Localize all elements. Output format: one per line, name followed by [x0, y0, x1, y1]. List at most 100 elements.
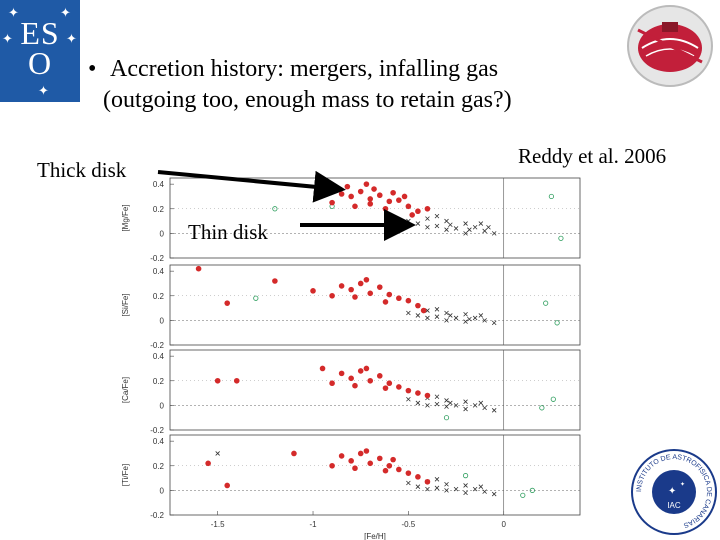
data-point-thin: [434, 401, 440, 407]
data-point-thick: [376, 192, 383, 199]
data-point-thin: [472, 486, 478, 492]
data-point-thick: [367, 290, 374, 297]
data-point-thin: [491, 231, 497, 236]
data-point-thin: [478, 400, 484, 406]
data-point-thick: [272, 278, 278, 284]
data-point-thick: [424, 478, 431, 485]
iac-logo: INSTITUTO DE ASTROFISICA DE CANARIAS IAC…: [631, 449, 717, 535]
data-point-thin: [453, 226, 459, 231]
data-point-thick: [386, 198, 393, 205]
data-point-thin: [444, 398, 449, 403]
data-point-thin: [444, 218, 449, 224]
data-point-thin: [453, 403, 459, 408]
data-point-thin: [472, 403, 478, 408]
data-point-thick: [367, 377, 374, 384]
data-point-thick: [405, 470, 412, 476]
data-point-thick: [405, 203, 412, 210]
data-point-thick: [390, 456, 396, 463]
data-point-other: [529, 487, 535, 493]
y-axis-label: [Mg/Fe]: [121, 204, 130, 231]
data-point-thin: [482, 318, 487, 323]
data-point-thin: [434, 314, 440, 319]
data-point-thick: [382, 385, 389, 391]
data-point-thin: [463, 221, 468, 226]
panel-frame: [169, 434, 581, 516]
data-point-thick: [396, 197, 402, 203]
eso-letters-top: ES: [20, 15, 60, 51]
data-point-thin: [215, 451, 220, 456]
data-point-thin: [434, 213, 440, 219]
data-point-thick: [338, 370, 345, 377]
data-point-thin: [444, 481, 449, 487]
data-point-thin: [448, 222, 453, 228]
x-tick-label: -0.5: [401, 520, 415, 529]
data-point-thick: [352, 294, 358, 300]
data-point-thin: [463, 311, 468, 317]
data-point-thick: [396, 384, 402, 390]
data-point-thick: [224, 300, 231, 306]
data-point-thin: [425, 403, 430, 408]
panel-frame: [169, 264, 581, 346]
eso-star-icon: ✦: [60, 5, 71, 20]
data-point-other: [548, 193, 554, 200]
data-point-thin: [415, 484, 421, 489]
iac-inner-text: IAC: [667, 501, 681, 510]
data-point-other: [520, 492, 526, 498]
data-point-thin: [434, 307, 440, 312]
y-tick-label: -0.2: [150, 254, 164, 263]
bullet-text: • Accretion history: mergers, infalling g…: [88, 54, 708, 116]
data-point-thick: [224, 482, 231, 489]
data-point-thick: [357, 188, 364, 195]
data-point-thick: [396, 466, 402, 473]
data-point-other: [554, 320, 560, 326]
data-point-thin: [444, 404, 449, 409]
data-point-thick: [415, 390, 421, 396]
y-tick-label: 0.4: [153, 180, 165, 189]
y-axis-label: [Ti/Fe]: [121, 464, 130, 486]
data-point-thick: [214, 377, 221, 384]
eso-logo: ✦ ✦ ✦ ✦ ✦ ES O: [0, 0, 80, 102]
data-point-thick: [352, 203, 358, 210]
data-point-thick: [205, 460, 211, 467]
data-point-thick: [376, 284, 383, 290]
data-point-thin: [463, 483, 468, 488]
data-point-thin: [406, 218, 411, 224]
panel-frame: [169, 349, 581, 431]
data-point-thin: [482, 489, 487, 494]
data-point-thin: [463, 231, 468, 236]
data-point-thin: [463, 319, 468, 324]
data-point-thin: [415, 400, 421, 406]
data-point-thin: [463, 406, 468, 412]
data-point-thin: [478, 313, 484, 318]
eso-star-icon: ✦: [38, 83, 49, 98]
data-point-other: [443, 415, 450, 421]
data-point-thick: [382, 205, 389, 212]
data-point-thick: [382, 467, 389, 474]
thin-disk-label: Thin disk: [188, 220, 268, 244]
bullet-marker: •: [88, 56, 97, 82]
y-tick-label: 0.4: [153, 267, 165, 276]
data-point-thin: [434, 485, 440, 491]
y-tick-label: 0: [160, 229, 165, 238]
data-point-thin: [467, 227, 472, 232]
data-point-thick: [329, 292, 335, 299]
y-tick-label: 0: [160, 401, 165, 410]
y-axis-label: [Si/Fe]: [121, 293, 130, 316]
data-point-thick: [338, 453, 345, 459]
data-point-thick: [401, 193, 408, 200]
data-point-thick: [405, 297, 412, 304]
data-point-thin: [406, 396, 411, 402]
data-point-thick: [367, 196, 374, 202]
data-point-thin: [415, 313, 421, 318]
data-point-thin: [425, 216, 430, 221]
data-point-thin: [478, 484, 484, 489]
data-point-thick: [357, 450, 364, 457]
data-point-thick: [352, 465, 358, 472]
data-point-thin: [453, 315, 459, 321]
data-point-thick: [363, 276, 370, 283]
gtc-telescope-logo: [627, 5, 713, 87]
data-point-thick: [363, 448, 370, 454]
data-point-thick: [367, 201, 374, 207]
data-point-thick: [386, 380, 393, 387]
y-tick-label: -0.2: [150, 426, 164, 435]
